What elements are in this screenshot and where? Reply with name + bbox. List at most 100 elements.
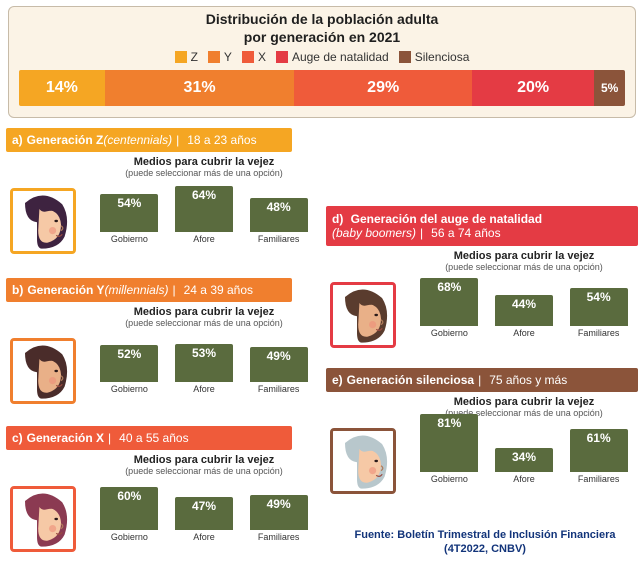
bar: 64% [175, 186, 233, 232]
dist-segment: 31% [105, 70, 295, 106]
bars: 68% Gobierno 44% Afore 54% Familiares [410, 274, 638, 338]
distribution-panel: Distribución de la población adulta por … [8, 6, 636, 118]
bar: 61% [570, 429, 628, 472]
bar-col: 68% Gobierno [418, 278, 480, 338]
dist-title-line2: por generación en 2021 [244, 29, 400, 45]
legend-item: Silenciosa [399, 50, 470, 64]
chart-title: Medios para cubrir la vejez [90, 454, 318, 466]
bar-label: Afore [193, 384, 215, 394]
gen-face-z [10, 188, 76, 254]
gen-header-sil: e) Generación silenciosa|75 años y más [326, 368, 638, 392]
gen-module-sil: Medios para cubrir la vejez(puede selecc… [326, 392, 642, 514]
bar: 48% [250, 198, 308, 232]
chart-title: Medios para cubrir la vejez [410, 250, 638, 262]
face-icon [333, 431, 393, 491]
bar: 52% [100, 345, 158, 382]
bar: 47% [175, 497, 233, 530]
gen-header-x: c) Generación X|40 a 55 años [6, 426, 292, 450]
gen-chart-x: Medios para cubrir la vejez(puede selecc… [90, 454, 318, 572]
bar-col: 44% Afore [493, 295, 555, 338]
bar-col: 47% Afore [173, 497, 235, 542]
face-icon [333, 285, 393, 345]
chart-subtitle: (puede seleccionar más de una opción) [90, 466, 318, 476]
dist-segment: 14% [19, 70, 105, 106]
bar: 49% [250, 495, 308, 530]
bars: 81%Gobierno34%Afore61%Familiares [410, 420, 638, 484]
dist-bar: 14%31%29%20%5% [19, 70, 625, 106]
dist-segment: 5% [594, 70, 625, 106]
gen-chart-y: Medios para cubrir la vejez(puede selecc… [90, 306, 318, 424]
chart-subtitle: (puede seleccionar más de una opción) [90, 318, 318, 328]
bar: 53% [175, 344, 233, 382]
source-label: Fuente: Boletín Trimestral de Inclusión … [350, 528, 620, 557]
gen-face-y [10, 338, 76, 404]
bar-col: 54% Gobierno [98, 194, 160, 244]
gen-header-y: b) Generación Y (millennials)|24 a 39 añ… [6, 278, 292, 302]
bar-label: Familiares [258, 234, 300, 244]
bar: 49% [250, 347, 308, 382]
bar: 60% [100, 487, 158, 530]
gen-header-z: a) Generación Z (centennials)|18 a 23 añ… [6, 128, 292, 152]
chart-title: Medios para cubrir la vejez [410, 396, 638, 408]
chart-subtitle: (puede seleccionar más de una opción) [410, 262, 638, 272]
bar-col: 60% Gobierno [98, 487, 160, 542]
gen-header-boom: d) Generación del auge de natalidad(baby… [326, 206, 638, 246]
gen-module-y: Medios para cubrir la vejez(puede selecc… [6, 302, 322, 424]
bar-label: Familiares [258, 384, 300, 394]
dist-title-line1: Distribución de la población adulta [206, 11, 439, 27]
bar-col: 61% Familiares [568, 429, 630, 484]
bar-col: 34%Afore [493, 448, 555, 484]
source-line1: Fuente: Boletín Trimestral de Inclusión … [355, 529, 616, 541]
bar-col: 64% Afore [173, 186, 235, 244]
face-icon [13, 191, 73, 251]
bar-label: Gobierno [111, 234, 148, 244]
gen-module-x: Medios para cubrir la vejez(puede selecc… [6, 450, 322, 572]
dist-legend: ZYX Auge de natalidad Silenciosa [19, 50, 625, 64]
legend-item: Y [208, 50, 232, 64]
bars: 60% Gobierno 47% Afore 49% Familiares [90, 478, 318, 542]
bar-col: 52% Gobierno [98, 345, 160, 394]
chart-subtitle: (puede seleccionar más de una opción) [90, 168, 318, 178]
bar-label: Afore [193, 234, 215, 244]
gen-module-boom: Medios para cubrir la vejez(puede selecc… [326, 246, 642, 368]
bar-label: Afore [513, 474, 535, 484]
chart-title: Medios para cubrir la vejez [90, 156, 318, 168]
bar-label: Familiares [258, 532, 300, 542]
bar: 81% [420, 414, 478, 472]
bar: 54% [570, 288, 628, 326]
legend-item: X [242, 50, 266, 64]
face-icon [13, 341, 73, 401]
dist-segment: 20% [472, 70, 594, 106]
bar-label: Afore [513, 328, 535, 338]
dist-segment: 29% [294, 70, 472, 106]
face-icon [13, 489, 73, 549]
bar-col: 81% Gobierno [418, 414, 480, 484]
bar-col: 53% Afore [173, 344, 235, 394]
chart-title: Medios para cubrir la vejez [90, 306, 318, 318]
bar-label: Familiares [578, 474, 620, 484]
gen-chart-boom: Medios para cubrir la vejez(puede selecc… [410, 250, 638, 368]
source-line2: (4T2022, CNBV) [444, 543, 526, 555]
dist-title: Distribución de la población adulta por … [19, 11, 625, 46]
bar-label: Familiares [578, 328, 620, 338]
legend-item: Z [175, 50, 198, 64]
gen-face-boom [330, 282, 396, 348]
gen-face-sil [330, 428, 396, 494]
gen-module-z: Medios para cubrir la vejez(puede selecc… [6, 152, 322, 274]
bar-label: Gobierno [111, 532, 148, 542]
legend-item: Auge de natalidad [276, 50, 389, 64]
bar-label: Afore [193, 532, 215, 542]
gen-chart-z: Medios para cubrir la vejez(puede selecc… [90, 156, 318, 274]
bar-label: Gobierno [431, 328, 468, 338]
gen-chart-sil: Medios para cubrir la vejez(puede selecc… [410, 396, 638, 514]
bar-col: 48% Familiares [248, 198, 310, 244]
bar-col: 49% Familiares [248, 495, 310, 542]
bar-label: Gobierno [111, 384, 148, 394]
bar: 44% [495, 295, 553, 326]
bar: 54% [100, 194, 158, 232]
gen-face-x [10, 486, 76, 552]
bar-col: 54% Familiares [568, 288, 630, 338]
bars: 54% Gobierno 64% Afore 48% Familiares [90, 180, 318, 244]
bar-label: Gobierno [431, 474, 468, 484]
bar: 68% [420, 278, 478, 326]
